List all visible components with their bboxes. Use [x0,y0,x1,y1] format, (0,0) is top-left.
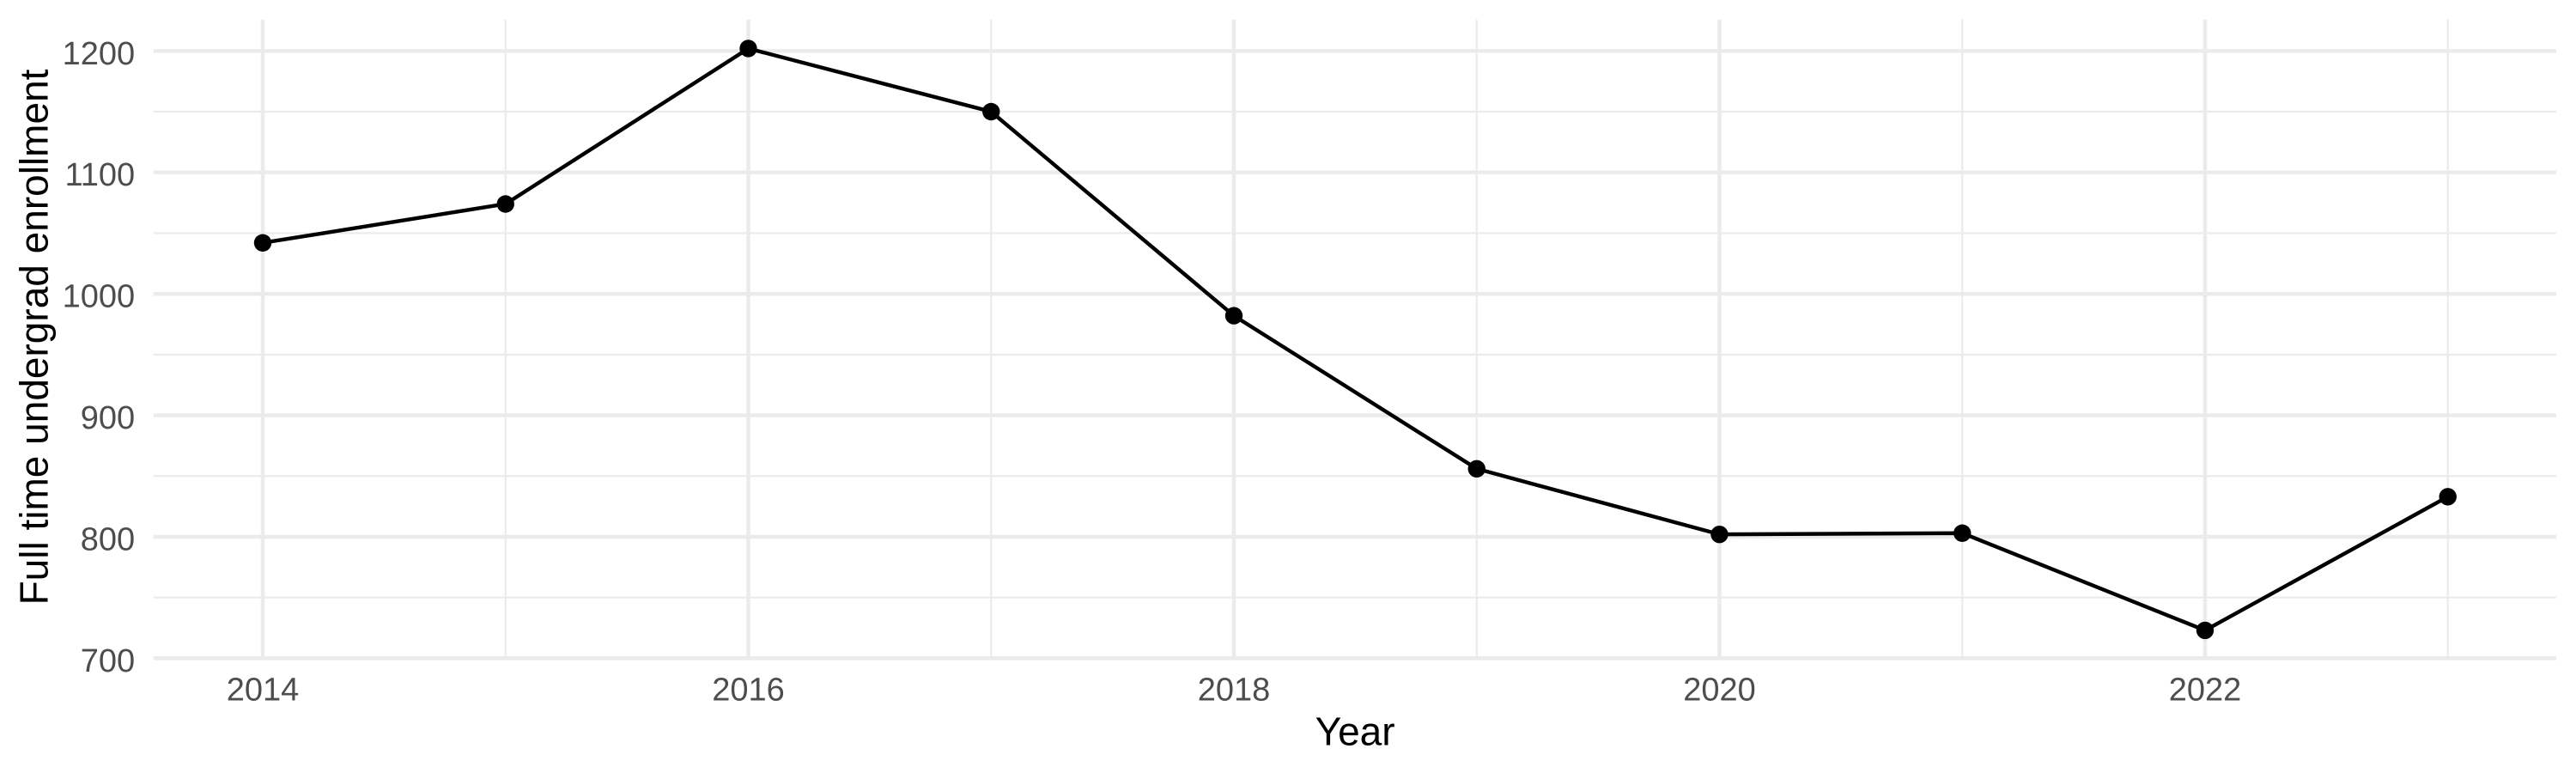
svg-text:1000: 1000 [63,279,136,315]
svg-text:1100: 1100 [64,157,135,193]
svg-text:2016: 2016 [712,673,785,709]
svg-text:900: 900 [81,400,135,436]
svg-text:2020: 2020 [1683,673,1756,709]
svg-text:800: 800 [81,521,135,557]
svg-text:Full time undergrad enrollment: Full time undergrad enrollment [12,69,57,605]
svg-text:2022: 2022 [2169,673,2242,709]
svg-text:700: 700 [81,643,135,679]
svg-text:1200: 1200 [63,36,136,72]
svg-text:2014: 2014 [227,673,300,709]
svg-text:2018: 2018 [1198,673,1271,709]
svg-text:Year: Year [1315,709,1395,753]
